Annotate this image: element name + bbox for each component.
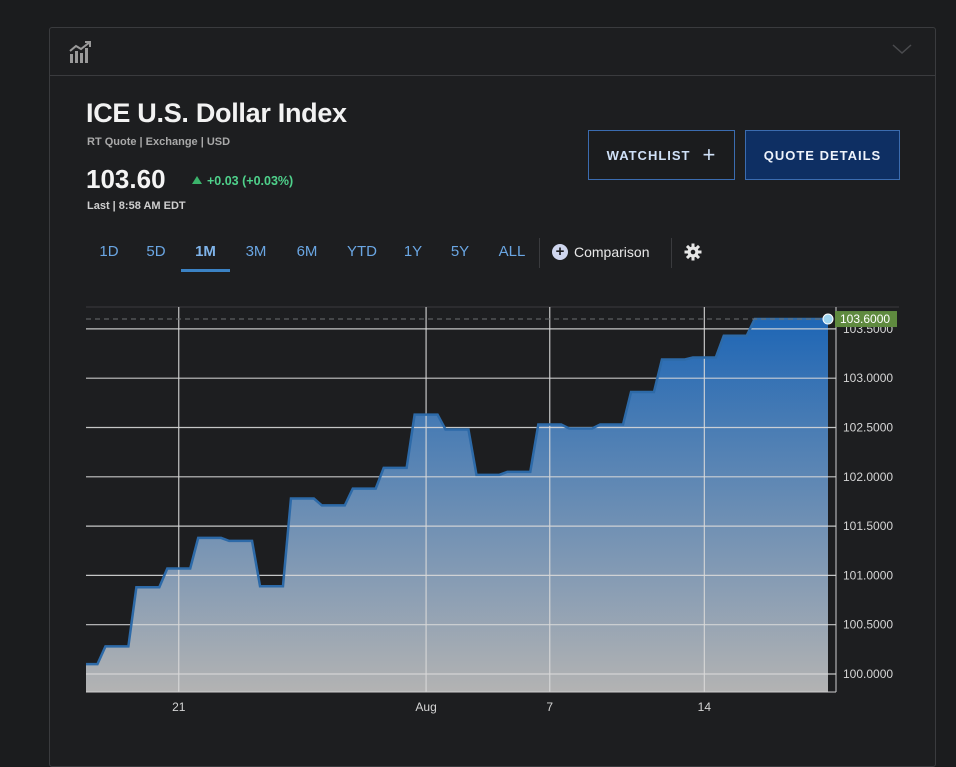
tab-ytd[interactable]: YTD [347, 243, 377, 260]
last-price-label: 103.6000 [840, 312, 890, 326]
price-change-value: +0.03 (+0.03%) [207, 174, 294, 188]
tab-1m[interactable]: 1M [181, 236, 230, 272]
chevron-down-icon[interactable] [891, 42, 913, 56]
divider [671, 238, 672, 268]
add-circle-icon: + [552, 244, 568, 260]
quote-details-button[interactable]: QUOTE DETAILS [745, 130, 900, 180]
y-tick-label: 100.5000 [843, 618, 893, 632]
last-price-label-bg [835, 311, 897, 328]
tab-6m[interactable]: 6M [296, 243, 318, 260]
gear-icon[interactable] [683, 242, 703, 262]
y-tick-label: 103.0000 [843, 371, 893, 385]
tab-all[interactable]: ALL [498, 243, 526, 260]
divider [539, 238, 540, 268]
price-change: +0.03 (+0.03%) [192, 174, 293, 188]
x-tick-label: 7 [546, 700, 553, 714]
comparison-button[interactable]: + Comparison [552, 242, 649, 262]
plus-icon: + [702, 142, 717, 167]
watchlist-label: WATCHLIST [606, 147, 691, 163]
y-tick-label: 102.0000 [843, 470, 893, 484]
price-line [86, 317, 828, 666]
y-tick-label: 100.0000 [843, 667, 893, 681]
tab-1d[interactable]: 1D [99, 243, 119, 260]
last-price: 103.60 [86, 164, 166, 194]
x-tick-label: 21 [172, 700, 186, 714]
x-tick-label: 14 [698, 700, 712, 714]
x-tick-label: Aug [415, 700, 436, 714]
last-price-dot [822, 313, 834, 325]
tab-5d[interactable]: 5D [146, 243, 166, 260]
tab-3m[interactable]: 3M [245, 243, 267, 260]
up-triangle-icon [192, 176, 202, 184]
page-title: ICE U.S. Dollar Index [86, 98, 347, 128]
y-tick-label: 101.5000 [843, 519, 893, 533]
panel-header [50, 28, 935, 76]
tab-5y[interactable]: 5Y [450, 243, 470, 260]
quote-subtitle: RT Quote | Exchange | USD [87, 136, 231, 148]
y-tick-label: 102.5000 [843, 421, 893, 435]
chart-growth-icon [69, 41, 91, 63]
watchlist-button[interactable]: WATCHLIST + [588, 130, 735, 180]
last-update-time: Last | 8:58 AM EDT [87, 200, 186, 212]
price-area [86, 319, 828, 692]
tab-1y[interactable]: 1Y [403, 243, 423, 260]
comparison-label: Comparison [574, 244, 650, 260]
y-tick-label: 101.0000 [843, 568, 893, 582]
